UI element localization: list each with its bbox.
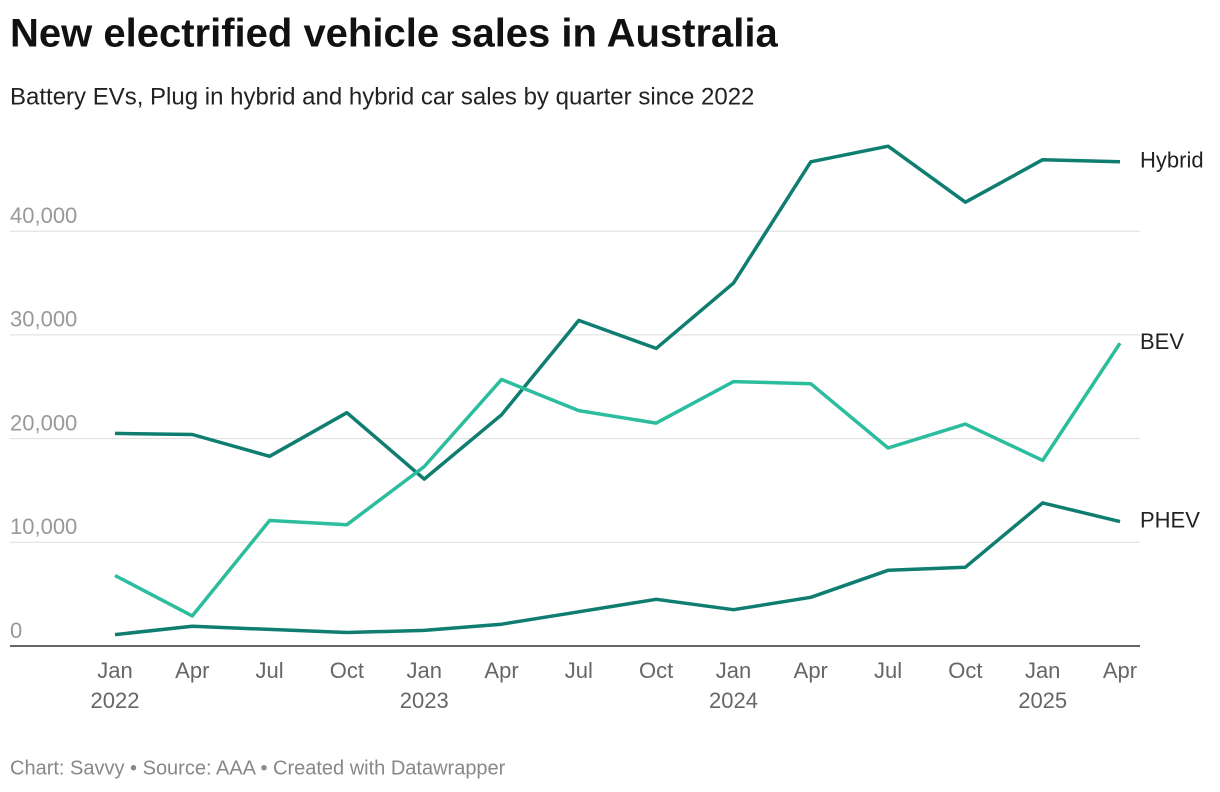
- x-tick-label: Oct: [330, 658, 364, 683]
- y-tick-label: 30,000: [10, 307, 77, 332]
- chart-subtitle: Battery EVs, Plug in hybrid and hybrid c…: [10, 83, 754, 110]
- x-tick-label: Oct: [948, 658, 982, 683]
- x-tick-label: Jul: [565, 658, 593, 683]
- series-label: Hybrid: [1140, 148, 1204, 173]
- y-tick-label: 40,000: [10, 203, 77, 228]
- chart-title: New electrified vehicle sales in Austral…: [10, 12, 779, 56]
- x-tick-year: 2022: [91, 688, 140, 713]
- series-label: PHEV: [1140, 507, 1200, 532]
- x-tick-label: Jan: [1025, 658, 1060, 683]
- x-tick-label: Jan: [97, 658, 132, 683]
- chart-footer: Chart: Savvy • Source: AAA • Created wit…: [10, 757, 506, 779]
- x-tick-label: Jan: [716, 658, 751, 683]
- y-tick-label: 0: [10, 618, 22, 643]
- x-tick-label: Jul: [874, 658, 902, 683]
- x-tick-label: Jan: [406, 658, 441, 683]
- y-tick-label: 10,000: [10, 514, 77, 539]
- x-tick-year: 2024: [709, 688, 758, 713]
- x-tick-label: Apr: [1103, 658, 1137, 683]
- x-tick-year: 2025: [1018, 688, 1067, 713]
- x-tick-year: 2023: [400, 688, 449, 713]
- x-tick-label: Oct: [639, 658, 673, 683]
- x-tick-label: Apr: [794, 658, 828, 683]
- x-tick-label: Apr: [484, 658, 518, 683]
- series-label: BEV: [1140, 329, 1184, 354]
- x-tick-label: Jul: [256, 658, 284, 683]
- x-tick-label: Apr: [175, 658, 209, 683]
- y-tick-label: 20,000: [10, 410, 77, 435]
- series-line: [114, 501, 1121, 637]
- series-line: [114, 342, 1122, 618]
- series-line: [114, 144, 1121, 481]
